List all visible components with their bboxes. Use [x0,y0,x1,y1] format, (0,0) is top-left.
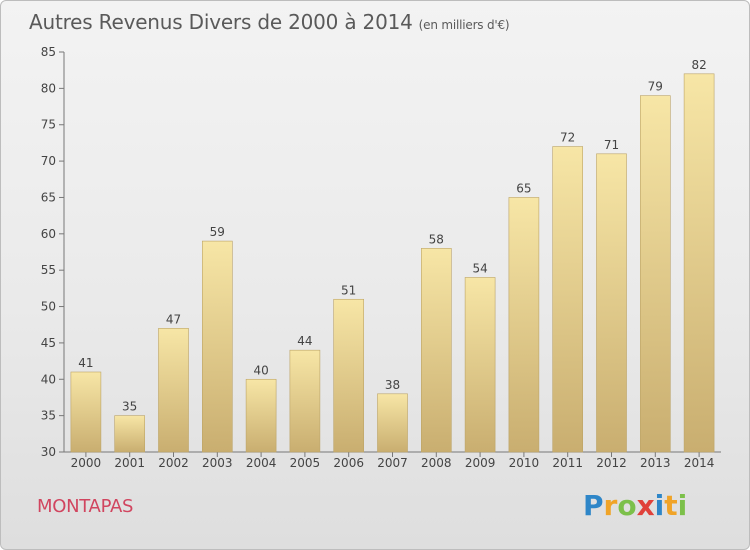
y-tick-label: 30 [41,445,56,459]
y-tick-label: 75 [41,118,56,132]
data-label: 65 [516,181,531,195]
data-label: 44 [297,334,312,348]
y-tick-label: 40 [41,372,56,386]
x-tick-label: 2006 [333,456,364,470]
value-labels: 41 35 47 59 40 44 51 38 58 54 65 72 71 79 82 [78,58,706,414]
bar [683,73,715,453]
x-tick-label: 2014 [684,456,715,470]
data-label: 51 [341,283,356,297]
x-tick-label: 2002 [158,456,189,470]
y-tick-label: 60 [41,227,56,241]
bar [508,197,540,453]
bar [70,371,102,453]
bar [552,146,584,453]
data-label: 38 [385,378,400,392]
bar [464,277,496,453]
x-tick-label: 2012 [596,456,627,470]
data-label: 54 [472,261,487,275]
x-tick-label: 2009 [465,456,496,470]
chart-title: Autres Revenus Divers de 2000 à 2014 (en … [29,10,510,34]
x-tick-label: 2005 [290,456,321,470]
data-label: 40 [253,363,268,377]
y-tick-label: 35 [41,409,56,423]
y-tick-label: 70 [41,154,56,168]
proxiti-logo: Proxiti [583,489,688,522]
x-tick-label: 2008 [421,456,452,470]
bar [114,415,145,453]
x-tick-label: 2004 [246,456,277,470]
bar [289,349,321,453]
x-tick-label: 2010 [509,456,540,470]
y-tick-label: 80 [41,81,56,95]
chart-unit: (en milliers d'€) [418,18,510,32]
axes: 30 35 40 45 50 55 60 65 70 75 80 85 2000 2001 2002 2003… [41,45,721,470]
bar [202,240,233,453]
data-label: 71 [604,138,619,152]
commune-name: MONTAPAS [37,496,134,517]
chart-title-text: Autres Revenus Divers de 2000 à 2014 [29,10,413,34]
x-tick-label: 2013 [640,456,671,470]
data-label: 35 [122,400,137,414]
data-label: 58 [429,232,444,246]
data-label: 72 [560,131,575,145]
data-label: 82 [691,58,706,72]
bar [158,328,189,453]
x-tick-label: 2003 [202,456,233,470]
bar [377,393,408,453]
data-label: 47 [166,312,181,326]
bar [420,248,452,453]
data-label: 79 [648,80,663,94]
y-tick-label: 45 [41,336,56,350]
y-tick-label: 65 [41,190,56,204]
x-tick-label: 2000 [71,456,102,470]
x-tick-label: 2007 [377,456,408,470]
data-label: 41 [78,356,93,370]
y-tick-label: 50 [41,300,56,314]
bar [639,95,671,453]
x-tick-label: 2011 [552,456,583,470]
y-tick-label: 55 [41,263,56,277]
bar [596,153,627,453]
bar [333,298,365,453]
y-tick-label: 85 [41,45,56,59]
bars [70,73,715,453]
x-tick-label: 2001 [114,456,145,470]
bar [245,378,277,453]
data-label: 59 [210,225,225,239]
